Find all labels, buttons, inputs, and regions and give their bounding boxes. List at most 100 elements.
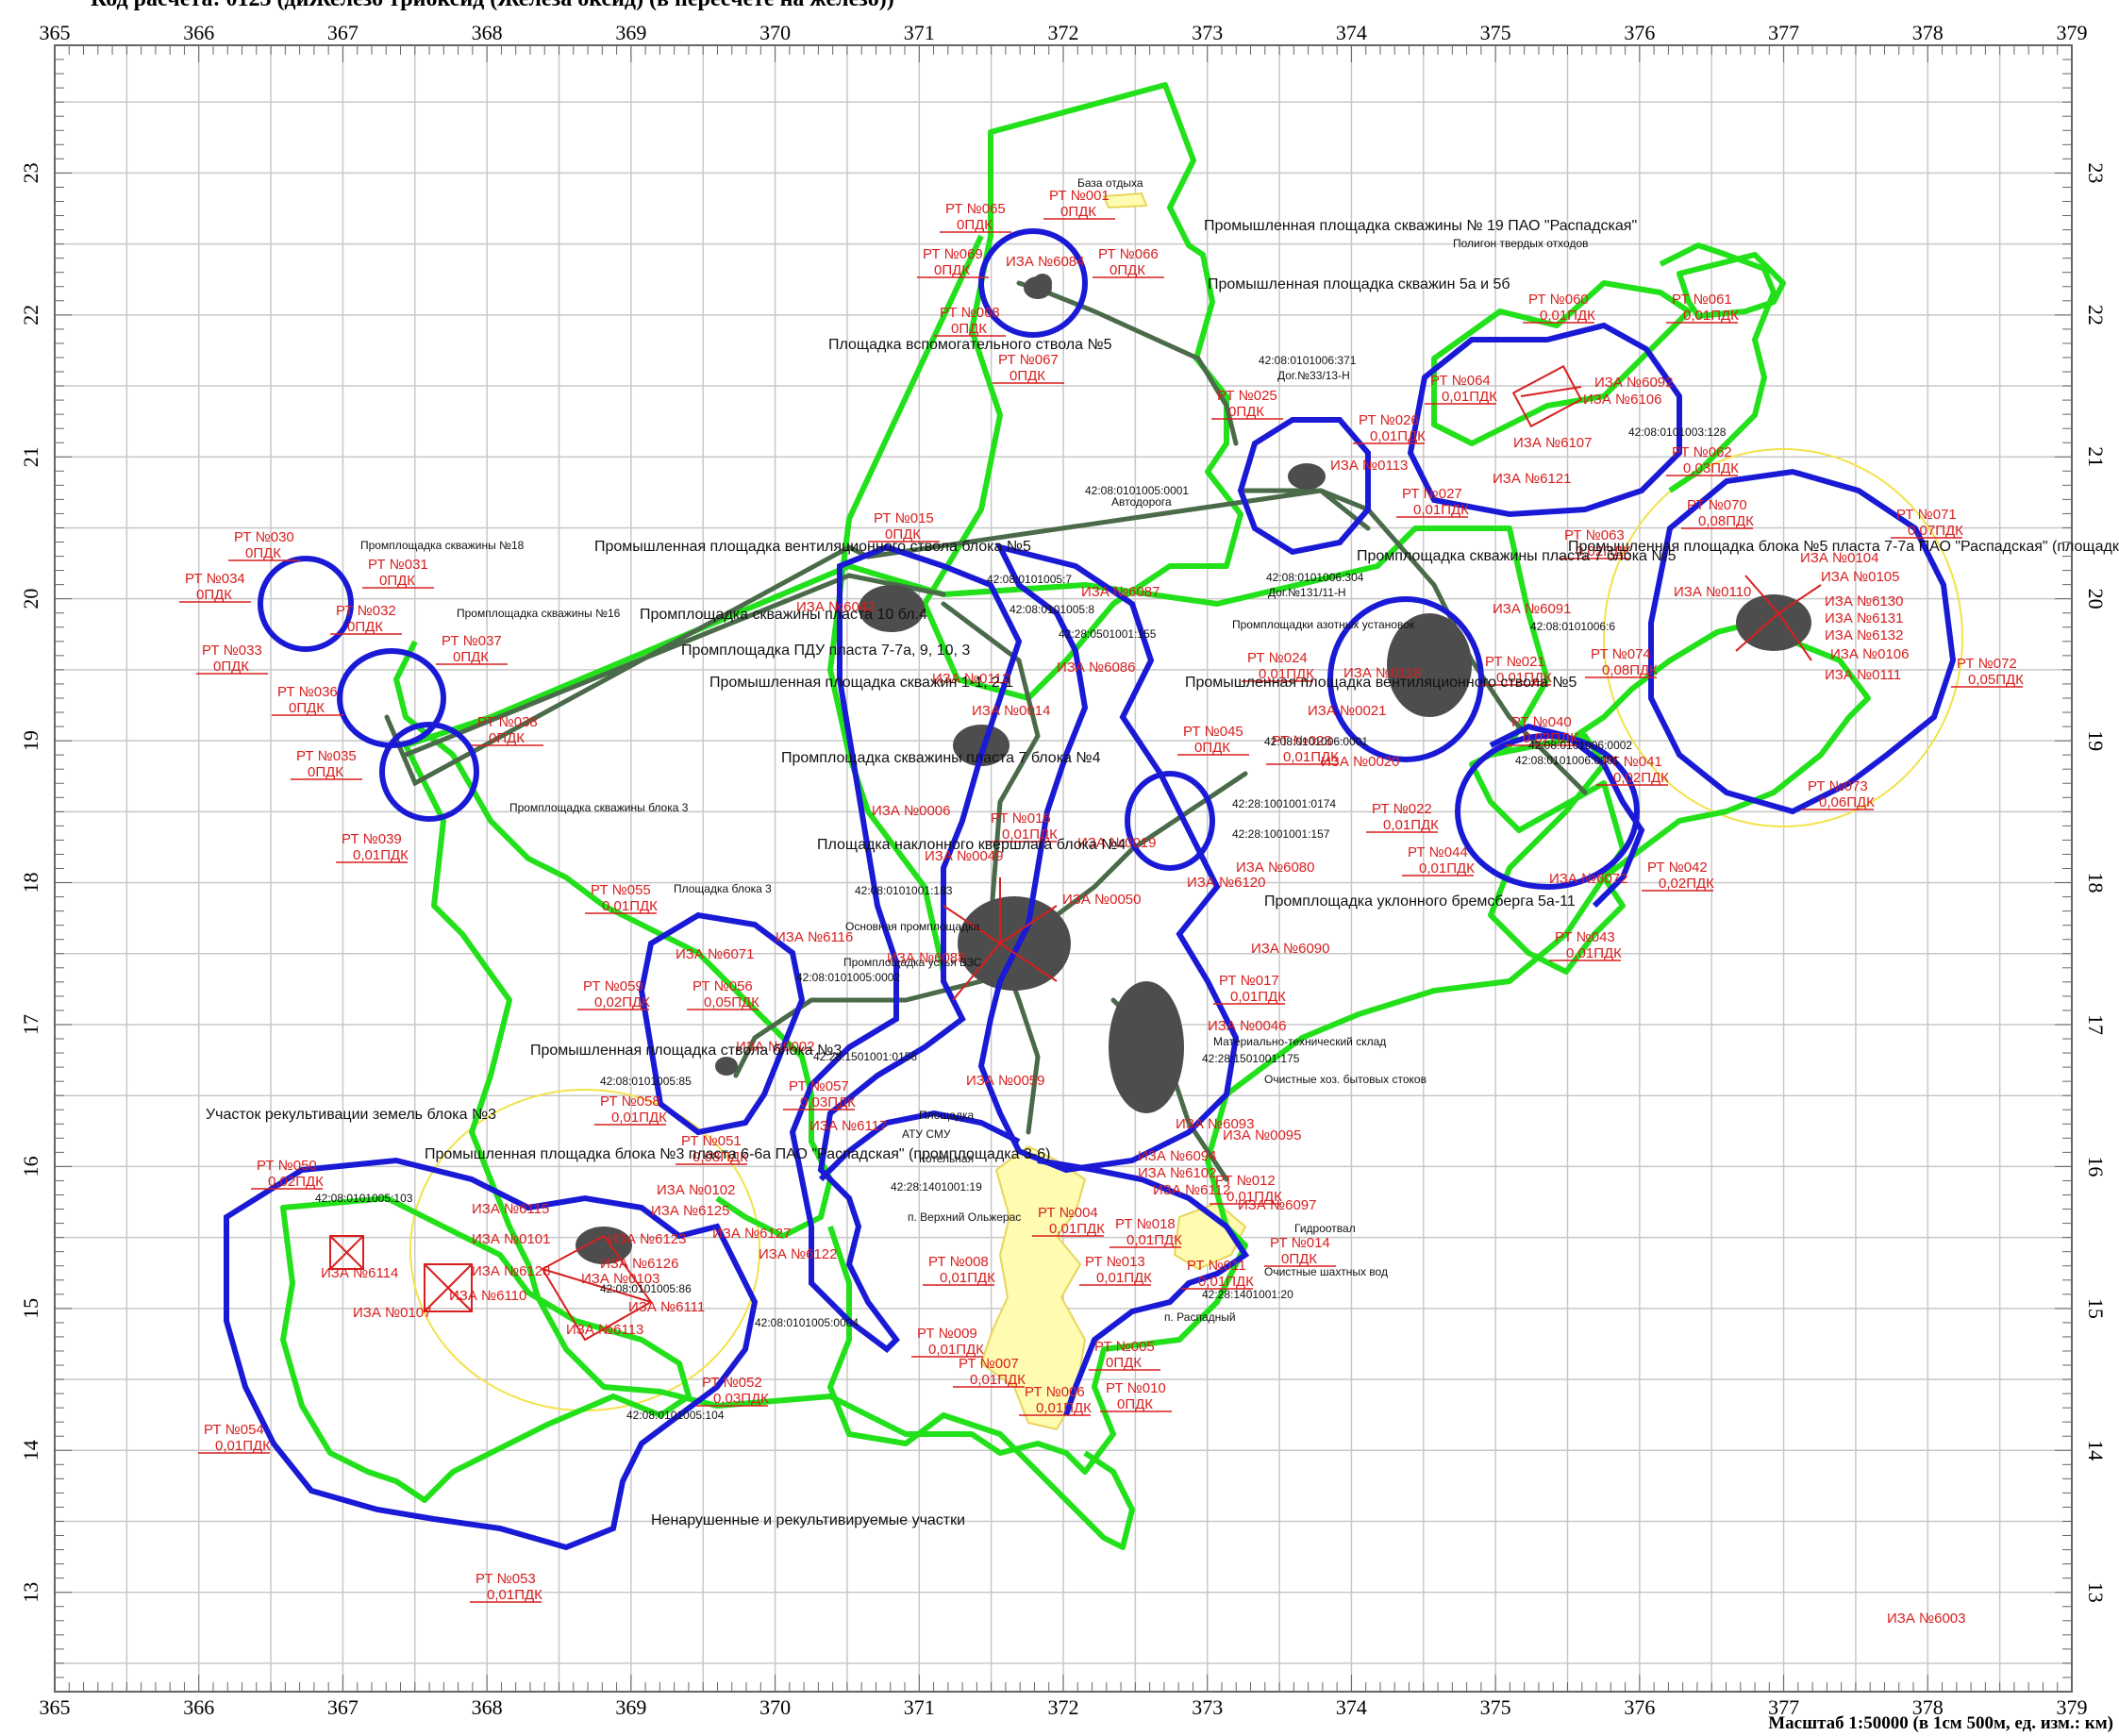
control-point-id: РТ №009 xyxy=(917,1326,977,1342)
source-label: ИЗА №6072 xyxy=(1549,871,1627,887)
source-label: ИЗА №0103 xyxy=(581,1271,659,1287)
x-tick-label-top: 365 xyxy=(40,21,71,44)
site-label: 42:08:0101005:85 xyxy=(600,1075,692,1088)
control-point-value: 0,08ПДК xyxy=(1698,513,1754,529)
control-point-id: РТ №034 xyxy=(185,571,245,587)
zone-main xyxy=(977,542,1240,1174)
source-label: ИЗА №0014 xyxy=(972,703,1050,719)
y-tick-label-left: 20 xyxy=(19,589,42,609)
zone-polygon xyxy=(1407,322,1682,518)
site-label: Промплощадка скважины №18 xyxy=(360,539,525,552)
site-label: Промышленная площадка ствола блока №3 xyxy=(530,1043,842,1059)
y-tick-label-right: 18 xyxy=(2084,873,2108,893)
y-tick-label-right: 15 xyxy=(2084,1298,2108,1319)
x-tick-label-top: 370 xyxy=(759,21,791,44)
road-west-2 xyxy=(403,573,946,758)
control-point-value: 0ПДК xyxy=(1281,1251,1317,1267)
source-label: ИЗА №6091 xyxy=(1493,601,1571,617)
site-label: 42:08:0101005:8 xyxy=(1009,603,1094,616)
control-point-value: 0,01ПДК xyxy=(1540,308,1595,324)
source-label: ИЗА №6110 xyxy=(449,1288,526,1304)
site-outline-east xyxy=(1677,252,1786,319)
control-point-value: 0,01ПДК xyxy=(353,847,409,863)
site-label: Котельная xyxy=(919,1152,974,1165)
source-label: ИЗА №6131 xyxy=(1825,610,1903,626)
infra-main-site xyxy=(958,896,1071,991)
site-label: Участок рекультивации земель блока №3 xyxy=(206,1107,496,1123)
y-tick-label-right: 19 xyxy=(2084,730,2108,751)
grid: 365 365 366 366 367 367 368 368 369 369 370 370 371 3… xyxy=(19,21,2108,1719)
x-tick-label-top: 369 xyxy=(615,21,646,44)
y-tick-label-right: 20 xyxy=(2084,589,2108,609)
source-box-polygon xyxy=(1511,364,1583,428)
control-point-id: РТ №013 xyxy=(1085,1254,1145,1270)
source-label: ИЗА №6130 xyxy=(1825,593,1903,609)
site-label: Основная промплощадка xyxy=(845,920,980,933)
source-label: ИЗА №6086 xyxy=(1057,659,1135,676)
source-box-sw3-diag xyxy=(542,1268,652,1303)
site-label: Площадка наклонного квершлага блока №4 xyxy=(817,837,1126,853)
control-point-value: 0,08ПДК xyxy=(692,1149,748,1165)
source-label: ИЗА №0002 xyxy=(736,1039,814,1055)
zone-skv18 xyxy=(258,556,354,652)
control-point-id: РТ №032 xyxy=(336,603,396,619)
site-label: Промплощадка скважины пласта 7 блока №5 xyxy=(1357,548,1677,564)
site-label: Автодорога xyxy=(1111,495,1172,509)
x-tick-label-top: 376 xyxy=(1624,21,1655,44)
source-rays-main xyxy=(943,877,1058,1001)
control-point-value: 0,01ПДК xyxy=(1198,1274,1254,1290)
site-label: Промышленная площадка скважин 1-1, 2-1 xyxy=(709,675,1013,691)
source-label: ИЗА №6080 xyxy=(1236,860,1314,876)
control-point-id: РТ №024 xyxy=(1247,650,1308,666)
site-label: Дог.№33/13-Н xyxy=(1277,369,1350,382)
control-point-id: РТ №030 xyxy=(234,529,294,545)
control-point-id: РТ №054 xyxy=(204,1422,264,1438)
zone-mid-south xyxy=(818,1110,1021,1182)
control-point-id: РТ №068 xyxy=(940,305,1000,321)
y-tick-label-right: 16 xyxy=(2084,1156,2108,1177)
site-label: Очистные шахтных вод xyxy=(1264,1265,1388,1278)
control-point-value: 0,01ПДК xyxy=(1413,502,1469,518)
source-markers xyxy=(329,364,1822,1342)
control-point-value: 0,01ПДК xyxy=(940,1270,995,1286)
site-outline-southwest xyxy=(280,1195,692,1503)
control-point-id: РТ №010 xyxy=(1106,1380,1166,1396)
control-point-id: РТ №026 xyxy=(1359,412,1419,428)
control-point-value: 0ПДК xyxy=(213,659,249,675)
control-point-id: РТ №031 xyxy=(368,557,428,573)
site-outline-north xyxy=(922,82,1243,701)
zone-block3 xyxy=(638,911,806,1136)
control-point-id: РТ №008 xyxy=(928,1254,989,1270)
control-point-id: РТ №018 xyxy=(1115,1216,1176,1232)
control-point-value: 0ПДК xyxy=(885,526,921,542)
infrastructure xyxy=(576,274,1811,1264)
x-tick-label-bottom: 378 xyxy=(1912,1695,1944,1719)
site-label: Площадка блока 3 xyxy=(674,882,772,895)
y-tick-label-left: 19 xyxy=(19,730,42,751)
control-point-value: 0,01ПДК xyxy=(1230,989,1286,1005)
control-point-id: РТ №070 xyxy=(1687,497,1747,513)
y-tick-label-right: 21 xyxy=(2084,446,2108,467)
settlement-zones xyxy=(979,192,1247,1431)
control-point-id: РТ №063 xyxy=(1564,527,1625,543)
x-tick-label-bottom: 365 xyxy=(40,1695,71,1719)
site-label: Промплощадка устья ВЗС xyxy=(843,956,982,969)
source-label: ИЗА №6112 xyxy=(1153,1182,1230,1198)
control-point-value: 0,01ПДК xyxy=(215,1438,271,1454)
source-label: ИЗА №0101 xyxy=(472,1231,550,1247)
control-point-value: 0,05ПДК xyxy=(1968,672,2024,688)
y-tick-label-left: 23 xyxy=(19,162,42,183)
control-point-id: РТ №051 xyxy=(681,1133,742,1149)
site-label: Ненарушенные и рекультивируемые участки xyxy=(651,1512,965,1528)
control-point-value: 0,03ПДК xyxy=(800,1094,856,1110)
control-point-value: 0,01ПДК xyxy=(1049,1221,1105,1237)
control-point-id: РТ №023 xyxy=(1272,733,1332,749)
scale-label: Масштаб 1:50000 (в 1см 500м, ед. изм.: к… xyxy=(1768,1713,2113,1733)
x-tick-label-top: 368 xyxy=(472,21,503,44)
site-label: 42:08:0101003:128 xyxy=(1628,426,1727,439)
source-box-sw1 xyxy=(329,1235,364,1270)
source-label: ИЗА №0021 xyxy=(1308,703,1386,719)
source-label: ИЗА №6003 xyxy=(1887,1611,1965,1627)
y-tick-label-right: 13 xyxy=(2084,1582,2108,1603)
x-tick-label-bottom: 377 xyxy=(1768,1695,1799,1719)
